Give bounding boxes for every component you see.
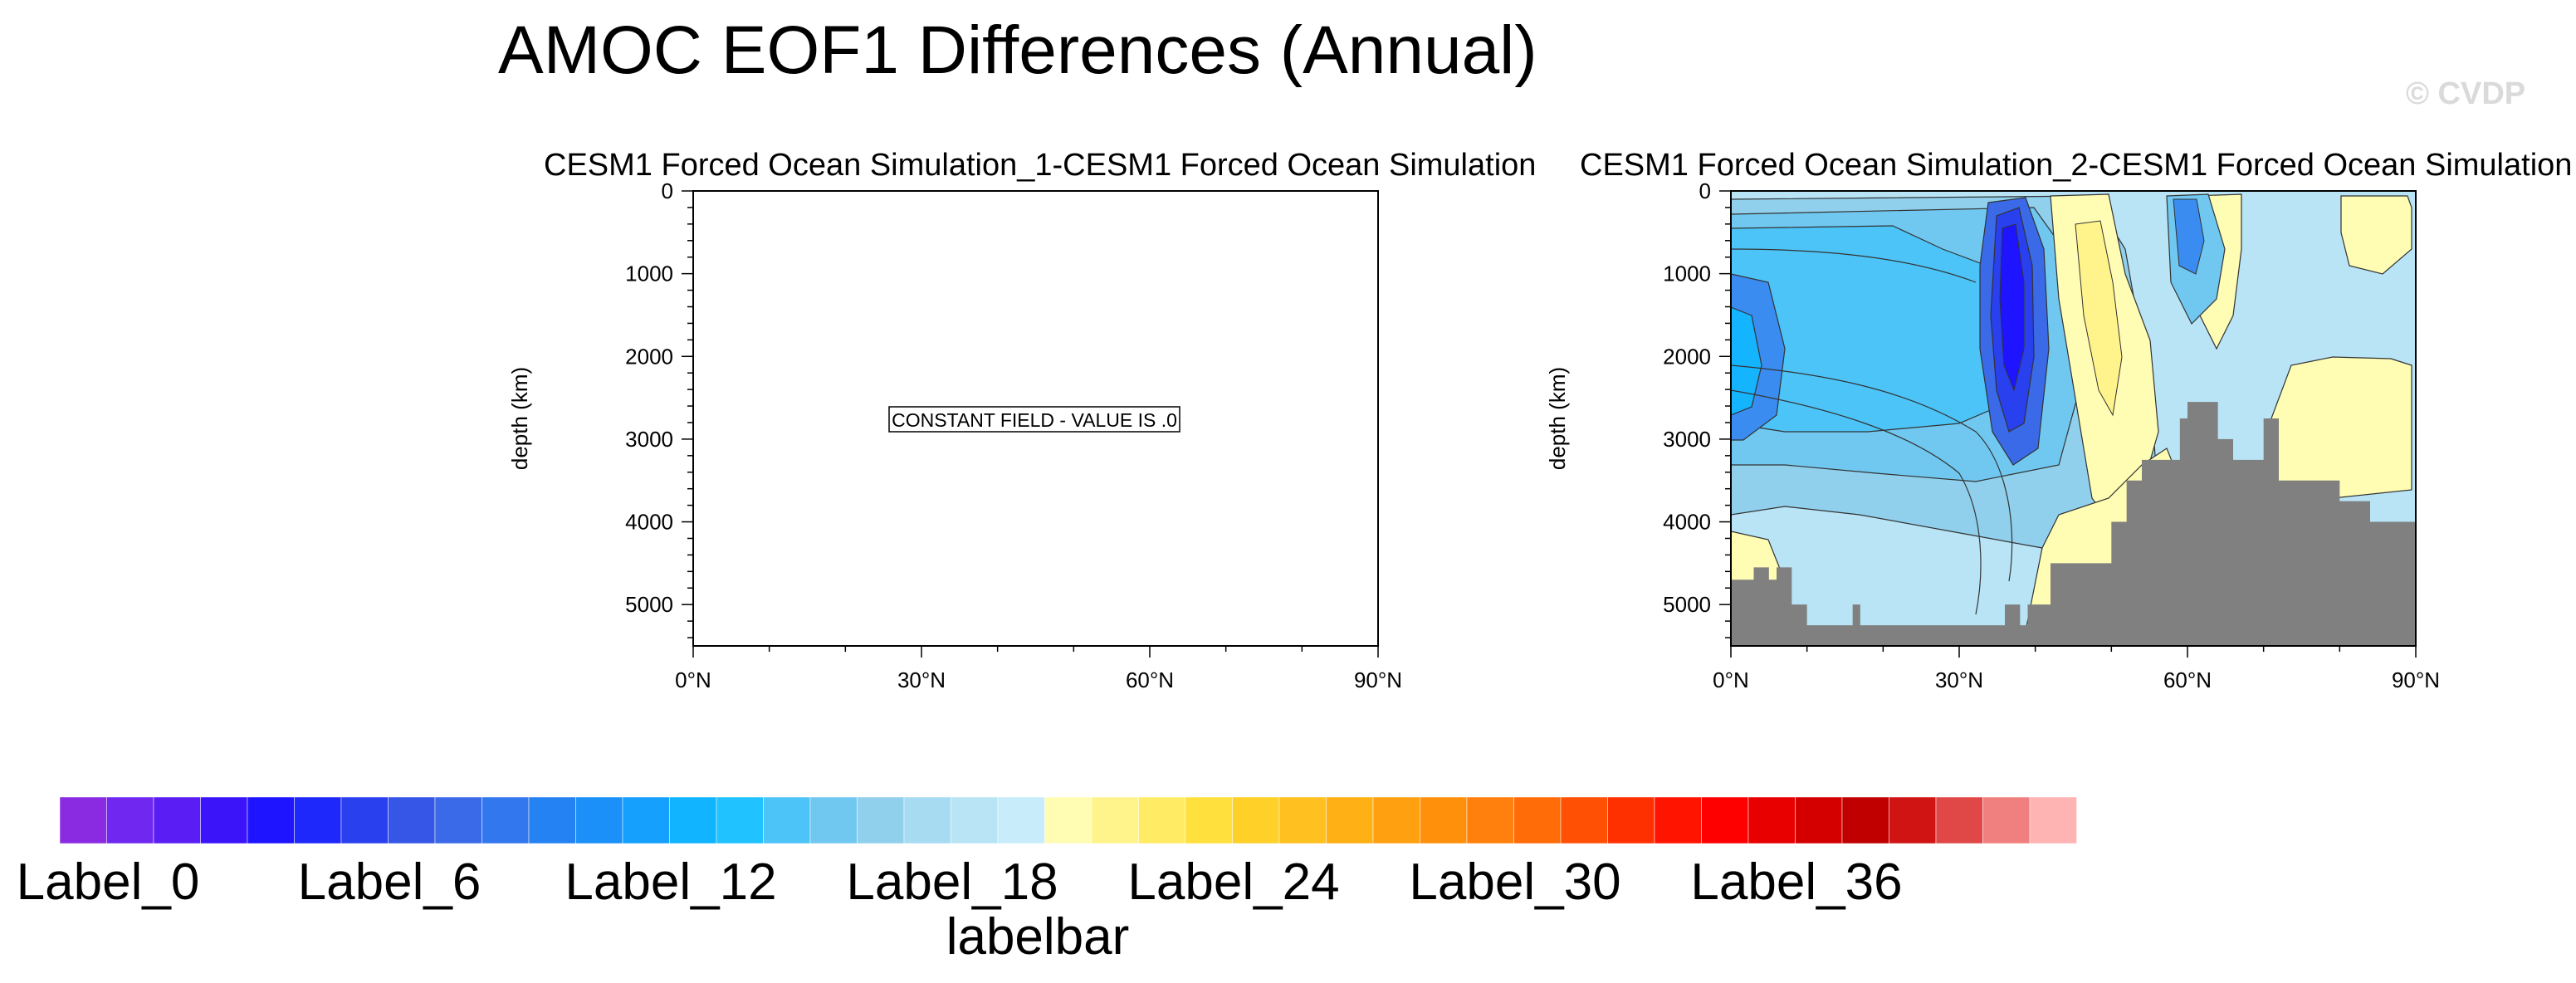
labelbar-color-box: [1044, 796, 1092, 844]
y-tick-label: 1000: [1663, 262, 1711, 286]
labelbar-color-box: [857, 796, 905, 844]
labelbar-color-box: [59, 796, 107, 844]
labelbar-color-box: [997, 796, 1045, 844]
labelbar-color-box: [1420, 796, 1468, 844]
contour-line-3: [1731, 248, 1977, 283]
labelbar-label: Label_12: [565, 853, 776, 911]
y-tick-label: 2000: [1663, 344, 1711, 369]
labelbar-color-box: [1466, 796, 1514, 844]
y-tick-label: 5000: [625, 592, 673, 617]
x-tick-label: 0°N: [1713, 668, 1749, 692]
panel-2-x-axis: 0°N 30°N 60°N 90°N: [1713, 646, 2440, 692]
labelbar-color-box: [1889, 796, 1937, 844]
labelbar-color-box: [340, 796, 389, 844]
y-tick-label: 1000: [625, 262, 673, 286]
contour-yellow-deep-north: [2266, 356, 2412, 499]
panel-2-y-axis-label: depth (km): [1545, 367, 1570, 470]
labelbar-label: Label_36: [1690, 853, 1902, 911]
labelbar: Label_0 Label_6 Label_12 Label_18 Label_24 La…: [17, 796, 2077, 966]
labelbar-color-box: [1654, 796, 1702, 844]
labelbar-color-box: [951, 796, 999, 844]
labelbar-color-box: [434, 796, 482, 844]
contour-subpolar-2: [2173, 198, 2205, 275]
labelbar-color-box: [669, 796, 717, 844]
panel-2-chart: 0 1000 2000 3000 4000 5000 0°N 30°N 60°N 90°N de…: [1545, 179, 2440, 692]
contour-yellow-surface-ne: [2340, 195, 2412, 275]
labelbar-color-box: [1982, 796, 2031, 844]
labelbar-color-box: [1372, 796, 1420, 844]
contour-cyan-core: [1731, 306, 1762, 416]
labelbar-color-box: [1935, 796, 1983, 844]
labelbar-color-box: [1795, 796, 1843, 844]
labelbar-color-box: [1326, 796, 1374, 844]
x-tick-label: 30°N: [1935, 668, 1983, 692]
labelbar-color-box: [763, 796, 811, 844]
labelbar-color-box: [388, 796, 436, 844]
panel-2-y-axis: 0 1000 2000 3000 4000 5000: [1663, 179, 1731, 638]
labelbar-color-box: [2029, 796, 2077, 844]
panel-1-title: CESM1 Forced Ocean Simulation_1-CESM1 Fo…: [544, 148, 1537, 183]
cvdp-watermark: © CVDP: [2406, 76, 2526, 111]
labelbar-color-box: [153, 796, 201, 844]
y-tick-label: 2000: [625, 344, 673, 369]
labelbar-color-boxes: [59, 796, 2077, 844]
y-tick-label: 3000: [625, 427, 673, 452]
labelbar-color-box: [481, 796, 530, 844]
labelbar-color-box: [1138, 796, 1186, 844]
x-tick-label: 90°N: [2392, 668, 2440, 692]
labelbar-color-box: [809, 796, 858, 844]
labelbar-color-box: [903, 796, 951, 844]
y-tick-label: 3000: [1663, 427, 1711, 452]
labelbar-color-box: [716, 796, 764, 844]
contour-line-1: [1731, 364, 2013, 582]
labelbar-labels: Label_0 Label_6 Label_12 Label_18 Label_24 La…: [17, 853, 1903, 911]
labelbar-color-box: [247, 796, 295, 844]
x-tick-label: 90°N: [1354, 668, 1402, 692]
labelbar-label: Label_6: [298, 853, 481, 911]
labelbar-label: Label_0: [17, 853, 200, 911]
panel-2-title: CESM1 Forced Ocean Simulation_2-CESM1 Fo…: [1580, 148, 2573, 183]
x-tick-label: 0°N: [675, 668, 711, 692]
labelbar-color-box: [106, 796, 154, 844]
labelbar-color-box: [1513, 796, 1562, 844]
labelbar-color-box: [1232, 796, 1280, 844]
contour-deep-min-3: [1999, 223, 2025, 392]
contour-yellow-mid-2: [2075, 220, 2123, 417]
page-title: AMOC EOF1 Differences (Annual): [498, 12, 1537, 88]
x-tick-label: 60°N: [2163, 668, 2212, 692]
y-tick-label: 4000: [625, 510, 673, 535]
labelbar-color-box: [294, 796, 342, 844]
panel-1-x-axis: 0°N 30°N 60°N 90°N: [675, 646, 1402, 692]
labelbar-label: Label_30: [1409, 853, 1620, 911]
constant-field-annotation: CONSTANT FIELD - VALUE IS .0: [892, 409, 1177, 431]
labelbar-title: labelbar: [946, 908, 1130, 966]
y-tick-label: 4000: [1663, 510, 1711, 535]
x-tick-label: 30°N: [897, 668, 946, 692]
labelbar-label: Label_18: [846, 853, 1058, 911]
panel-2-bathymetry: [1731, 402, 2416, 646]
labelbar-color-box: [528, 796, 576, 844]
panel-2-plot-frame: [1730, 190, 2417, 647]
y-tick-label: 5000: [1663, 592, 1711, 617]
y-tick-label: 0: [1699, 179, 1711, 203]
panel-1-y-axis-label: depth (km): [507, 367, 532, 470]
constant-field-box: [888, 406, 1180, 433]
labelbar-color-box: [1701, 796, 1749, 844]
labelbar-color-box: [575, 796, 623, 844]
labelbar-color-box: [1185, 796, 1233, 844]
labelbar-color-box: [1607, 796, 1655, 844]
y-tick-label: 0: [662, 179, 673, 203]
labelbar-color-box: [1091, 796, 1139, 844]
labelbar-color-box: [622, 796, 670, 844]
x-tick-label: 60°N: [1126, 668, 1174, 692]
contour-line-2: [1731, 389, 1982, 615]
panel-1-y-axis: 0 1000 2000 3000 4000 5000: [625, 179, 693, 638]
labelbar-color-box: [1747, 796, 1796, 844]
labelbar-label: Label_24: [1127, 853, 1339, 911]
labelbar-color-box: [200, 796, 248, 844]
labelbar-color-box: [1560, 796, 1608, 844]
panel-1-chart: 0 1000 2000 3000 4000 5000 0°N 30°N 60°N 90°N de…: [507, 179, 1402, 692]
labelbar-color-box: [1841, 796, 1889, 844]
labelbar-color-box: [1278, 796, 1327, 844]
